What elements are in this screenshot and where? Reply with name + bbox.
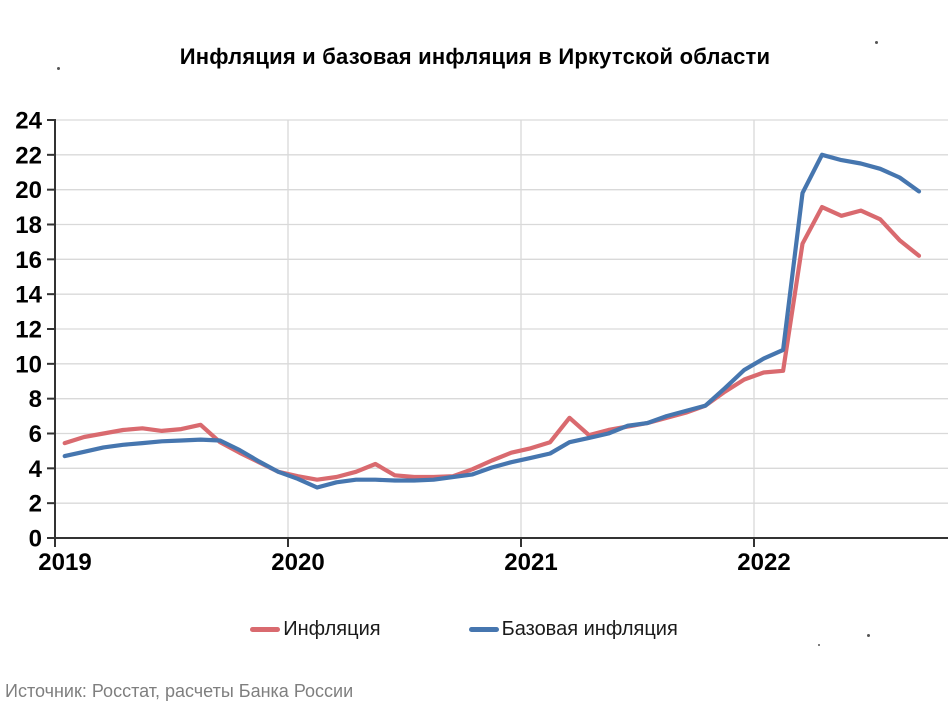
source-note: Источник: Росстат, расчеты Банка России bbox=[5, 681, 354, 701]
y-axis-label: 16 bbox=[15, 247, 42, 274]
artifact-dot bbox=[818, 644, 820, 646]
series-inflation bbox=[62, 205, 922, 482]
y-axis-label: 6 bbox=[29, 421, 42, 448]
x-axis-label: 2020 bbox=[271, 549, 324, 576]
legend-label: Инфляция bbox=[283, 618, 381, 640]
chart-title: Инфляция и базовая инфляция в Иркутской … bbox=[179, 44, 771, 69]
y-axis-label: 24 bbox=[15, 108, 42, 135]
series-core-inflation bbox=[62, 152, 922, 490]
y-axis-label: 0 bbox=[29, 526, 42, 553]
artifact-dot bbox=[867, 634, 870, 637]
y-axis-label: 20 bbox=[15, 177, 42, 204]
y-axis-label: 12 bbox=[15, 317, 42, 344]
y-axis-label: 4 bbox=[29, 456, 43, 483]
y-axis-label: 2 bbox=[29, 491, 42, 518]
artifact-dot bbox=[57, 67, 60, 70]
y-axis-label: 8 bbox=[29, 386, 42, 413]
y-axis-label: 18 bbox=[15, 212, 42, 239]
x-axis-label: 2022 bbox=[737, 549, 790, 576]
y-axis-label: 22 bbox=[15, 142, 42, 169]
blue-line-swatch-icon bbox=[468, 627, 499, 632]
legend-item-core-inflation: Базовая инфляция bbox=[468, 618, 678, 641]
x-axis-label: 2019 bbox=[38, 549, 91, 576]
y-axis-label: 14 bbox=[15, 282, 42, 309]
artifact-dot bbox=[875, 41, 878, 44]
legend-item-inflation: Инфляция bbox=[250, 618, 381, 641]
red-line-swatch-icon bbox=[250, 627, 281, 632]
chart-legend: Инфляция Базовая инфляция bbox=[0, 618, 939, 641]
legend-label: Базовая инфляция bbox=[501, 618, 678, 640]
y-axis-label: 10 bbox=[15, 351, 42, 378]
x-axis-label: 2021 bbox=[504, 549, 557, 576]
